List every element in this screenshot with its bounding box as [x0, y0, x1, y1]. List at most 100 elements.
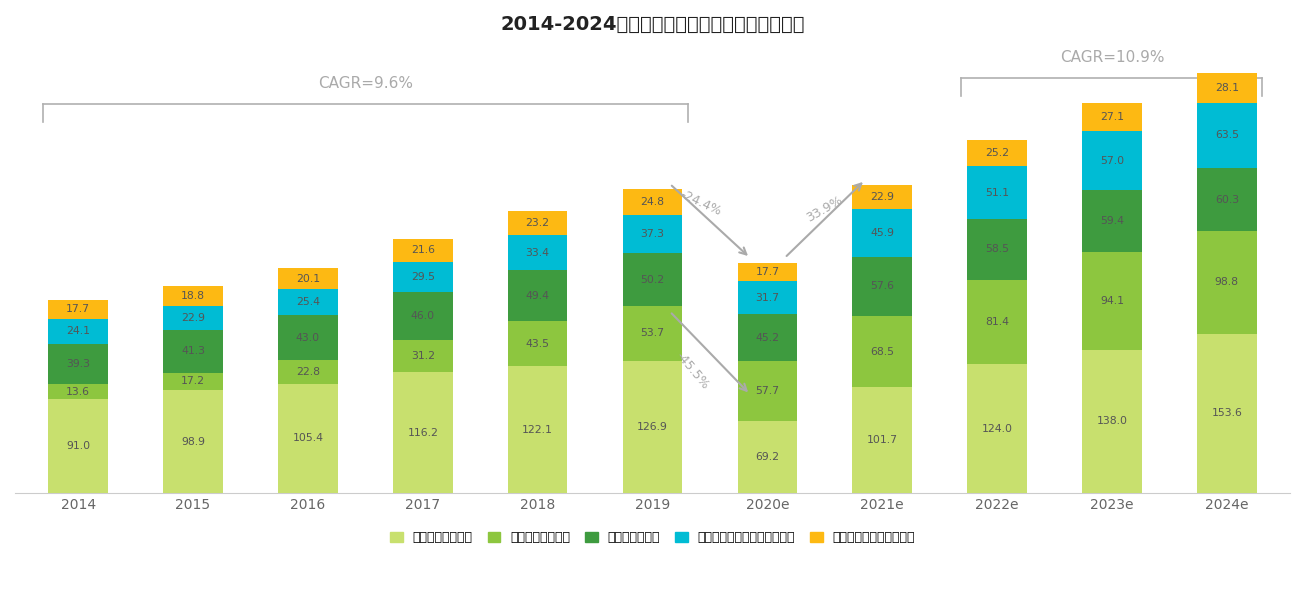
- Text: 138.0: 138.0: [1096, 417, 1128, 426]
- Text: 126.9: 126.9: [637, 422, 668, 432]
- Text: 27.1: 27.1: [1100, 112, 1124, 122]
- Text: 57.7: 57.7: [756, 387, 779, 396]
- Text: CAGR=9.6%: CAGR=9.6%: [318, 77, 412, 91]
- Title: 2014-2024年中国成人应试英语市场规模及预测: 2014-2024年中国成人应试英语市场规模及预测: [500, 15, 805, 34]
- Bar: [393, 292, 453, 340]
- Bar: [852, 185, 912, 209]
- Text: 81.4: 81.4: [985, 317, 1009, 327]
- Bar: [737, 361, 797, 421]
- Bar: [852, 388, 912, 493]
- Bar: [967, 219, 1027, 280]
- Bar: [737, 263, 797, 282]
- Bar: [48, 318, 108, 344]
- Text: 124.0: 124.0: [981, 424, 1013, 434]
- Bar: [1082, 350, 1142, 493]
- Text: 23.2: 23.2: [526, 218, 549, 228]
- Bar: [1082, 191, 1142, 252]
- Text: 51.1: 51.1: [985, 188, 1009, 198]
- Text: 58.5: 58.5: [985, 244, 1009, 254]
- Bar: [967, 280, 1027, 364]
- Bar: [48, 399, 108, 493]
- Bar: [622, 215, 683, 253]
- Text: 39.3: 39.3: [67, 359, 90, 369]
- Bar: [278, 315, 338, 360]
- Bar: [48, 344, 108, 385]
- Text: 24.8: 24.8: [641, 197, 664, 207]
- Bar: [278, 384, 338, 493]
- Bar: [393, 373, 453, 493]
- Text: 53.7: 53.7: [641, 329, 664, 338]
- Text: 45.9: 45.9: [870, 228, 894, 238]
- Text: -45.5%: -45.5%: [673, 349, 713, 392]
- Text: 50.2: 50.2: [641, 274, 664, 285]
- Bar: [622, 306, 683, 361]
- Bar: [737, 421, 797, 493]
- Bar: [278, 289, 338, 315]
- Text: 57.0: 57.0: [1100, 156, 1124, 166]
- Text: 46.0: 46.0: [411, 311, 435, 321]
- Text: 122.1: 122.1: [522, 425, 553, 435]
- Text: -24.4%: -24.4%: [679, 188, 723, 218]
- Text: 98.9: 98.9: [181, 437, 205, 447]
- Text: 68.5: 68.5: [870, 347, 894, 357]
- Bar: [163, 373, 223, 390]
- Bar: [1197, 168, 1257, 231]
- Text: 22.8: 22.8: [296, 367, 320, 377]
- Text: 37.3: 37.3: [641, 229, 664, 239]
- Legend: 海外考试（亿元）, 考研英语（亿元）, 四六级（亿元）, 自考等学历教育英语（亿元）, 商务英语及其他（亿元）: 海外考试（亿元）, 考研英语（亿元）, 四六级（亿元）, 自考等学历教育英语（亿…: [385, 526, 920, 549]
- Bar: [163, 390, 223, 493]
- Bar: [1197, 231, 1257, 333]
- Text: 25.2: 25.2: [985, 148, 1009, 158]
- Text: 24.1: 24.1: [67, 326, 90, 336]
- Bar: [852, 209, 912, 257]
- Text: 91.0: 91.0: [67, 441, 90, 451]
- Bar: [508, 235, 568, 270]
- Text: 63.5: 63.5: [1215, 130, 1238, 140]
- Bar: [852, 317, 912, 388]
- Bar: [278, 360, 338, 384]
- Bar: [508, 211, 568, 235]
- Bar: [622, 253, 683, 306]
- Bar: [622, 189, 683, 215]
- Bar: [163, 330, 223, 373]
- Text: 101.7: 101.7: [867, 435, 898, 445]
- Bar: [1197, 333, 1257, 493]
- Bar: [1082, 131, 1142, 191]
- Bar: [393, 340, 453, 373]
- Text: 31.7: 31.7: [756, 293, 779, 303]
- Text: 41.3: 41.3: [181, 346, 205, 356]
- Text: 105.4: 105.4: [292, 434, 324, 443]
- Text: 43.5: 43.5: [526, 339, 549, 349]
- Text: CAGR=10.9%: CAGR=10.9%: [1060, 51, 1164, 65]
- Text: 45.2: 45.2: [756, 333, 779, 343]
- Bar: [967, 166, 1027, 219]
- Text: 20.1: 20.1: [296, 274, 320, 283]
- Text: 59.4: 59.4: [1100, 216, 1124, 226]
- Bar: [393, 239, 453, 262]
- Text: 33.9%: 33.9%: [804, 193, 846, 224]
- Bar: [1082, 103, 1142, 131]
- Bar: [48, 300, 108, 318]
- Text: 94.1: 94.1: [1100, 296, 1124, 306]
- Bar: [1197, 103, 1257, 168]
- Bar: [278, 268, 338, 289]
- Bar: [1197, 74, 1257, 103]
- Bar: [622, 361, 683, 493]
- Bar: [508, 321, 568, 366]
- Text: 60.3: 60.3: [1215, 195, 1238, 205]
- Text: 153.6: 153.6: [1211, 408, 1242, 418]
- Text: 22.9: 22.9: [181, 313, 205, 323]
- Text: 29.5: 29.5: [411, 272, 435, 282]
- Text: 116.2: 116.2: [407, 428, 438, 438]
- Bar: [737, 314, 797, 361]
- Bar: [737, 282, 797, 314]
- Text: 25.4: 25.4: [296, 297, 320, 307]
- Bar: [508, 366, 568, 493]
- Bar: [163, 306, 223, 330]
- Text: 17.2: 17.2: [181, 376, 205, 387]
- Text: 43.0: 43.0: [296, 333, 320, 343]
- Bar: [852, 257, 912, 317]
- Bar: [967, 140, 1027, 166]
- Text: 17.7: 17.7: [756, 267, 779, 277]
- Text: 31.2: 31.2: [411, 351, 435, 361]
